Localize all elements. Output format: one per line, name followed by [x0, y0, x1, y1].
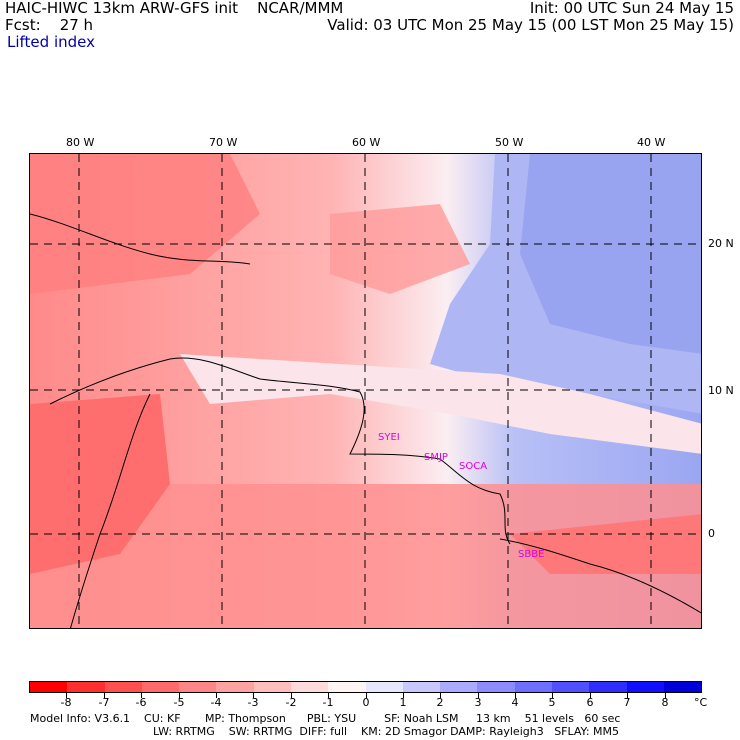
colorbar-tick	[627, 693, 628, 698]
colorbar-tick	[328, 693, 329, 698]
colorbar-label: 8	[661, 696, 669, 709]
colorbar-label: -3	[247, 696, 259, 709]
colorbar-label: -1	[322, 696, 334, 709]
colorbar	[29, 681, 702, 693]
colorbar-swatch	[253, 682, 291, 692]
graticule	[30, 154, 701, 628]
west-unstable-region	[30, 394, 170, 574]
colorbar-label: 7	[623, 696, 631, 709]
amazon-unstable-patch	[510, 514, 701, 574]
chart-title: HAIC-HIWC 13km ARW-GFS init NCAR/MMM	[5, 0, 344, 17]
south-unstable-region	[30, 484, 701, 628]
field-name: Lifted index	[7, 33, 95, 51]
lon-label-40w: 40 W	[637, 136, 666, 149]
colorbar-label: -7	[98, 696, 110, 709]
colorbar-tick	[141, 693, 142, 698]
colorbar-swatch	[402, 682, 441, 692]
init-time: Init: 00 UTC Sun 24 May 15	[529, 0, 734, 17]
colorbar-tick	[403, 693, 404, 698]
colorbar-label: -5	[173, 696, 185, 709]
colorbar-tick	[253, 693, 254, 698]
forecast-hour: Fcst: 27 h	[5, 16, 94, 34]
colorbar-tick	[665, 693, 666, 698]
lon-label-60w: 60 W	[352, 136, 381, 149]
colorbar-swatch	[141, 682, 180, 692]
coastline-caribbean	[30, 213, 251, 265]
colorbar-tick	[552, 693, 553, 698]
colorbar-swatch	[477, 682, 515, 692]
colorbar-label: -8	[60, 696, 72, 709]
colorbar-tick	[66, 693, 67, 698]
colorbar-label: 4	[511, 696, 519, 709]
coastline-south-america	[49, 357, 511, 545]
colorbar-label: 6	[586, 696, 594, 709]
colorbar-tick	[104, 693, 105, 698]
colorbar-swatch	[626, 682, 664, 692]
colorbar-tick	[366, 693, 367, 698]
lat-label-10n: 10 N	[708, 384, 734, 397]
colorbar-label: 2	[436, 696, 444, 709]
colorbar-swatch	[589, 682, 627, 692]
colorbar-tick	[440, 693, 441, 698]
colorbar-label: 1	[399, 696, 407, 709]
colorbar-swatch	[290, 682, 329, 692]
lat-label-0: 0	[708, 527, 715, 540]
colorbar-swatch	[179, 682, 217, 692]
colorbar-tick	[291, 693, 292, 698]
stable-region-core	[520, 154, 701, 354]
colorbar-swatch	[663, 682, 702, 692]
colorbar-tick	[515, 693, 516, 698]
lon-label-80w: 80 W	[66, 136, 95, 149]
station-soca: SOCA	[459, 461, 488, 472]
colorbar-label: 0	[362, 696, 370, 709]
colorbar-label: 5	[548, 696, 556, 709]
pale-band	[180, 354, 701, 454]
model-info-line2: LW: RRTMG SW: RRTMG DIFF: full KM: 2D Sm…	[153, 725, 619, 738]
colorbar-tick	[216, 693, 217, 698]
colorbar-label: -4	[210, 696, 222, 709]
colorbar-swatch	[514, 682, 552, 692]
colorbar-tick	[478, 693, 479, 698]
coastline-brazil	[499, 538, 701, 614]
nw-unstable-region	[30, 154, 260, 294]
colorbar-swatch	[67, 682, 105, 692]
lon-label-50w: 50 W	[495, 136, 524, 149]
colorbar-swatch	[30, 682, 68, 692]
colorbar-swatch	[216, 682, 254, 692]
colorbar-swatch	[328, 682, 366, 692]
colorbar-swatch	[365, 682, 403, 692]
valid-time: Valid: 03 UTC Mon 25 May 15 (00 LST Mon …	[327, 16, 734, 34]
lon-label-70w: 70 W	[209, 136, 238, 149]
station-syei: SYEI	[378, 432, 400, 443]
colorbar-swatch	[440, 682, 478, 692]
colorbar-swatch	[551, 682, 590, 692]
model-info-line1: Model Info: V3.6.1 CU: KF MP: Thompson P…	[30, 712, 621, 725]
colorbar-tick	[179, 693, 180, 698]
lat-label-20n: 20 N	[708, 237, 734, 250]
colorbar-tick	[590, 693, 591, 698]
map-svg	[30, 154, 701, 628]
colorbar-label: -2	[285, 696, 297, 709]
colorbar-label: -6	[135, 696, 147, 709]
colorbar-unit: °C	[694, 696, 708, 709]
map-panel	[29, 153, 702, 629]
colorbar-label: 3	[474, 696, 482, 709]
station-sbbe: SBBE	[518, 549, 545, 560]
colorbar-swatch	[104, 682, 142, 692]
station-smjp: SMJP	[424, 452, 448, 463]
